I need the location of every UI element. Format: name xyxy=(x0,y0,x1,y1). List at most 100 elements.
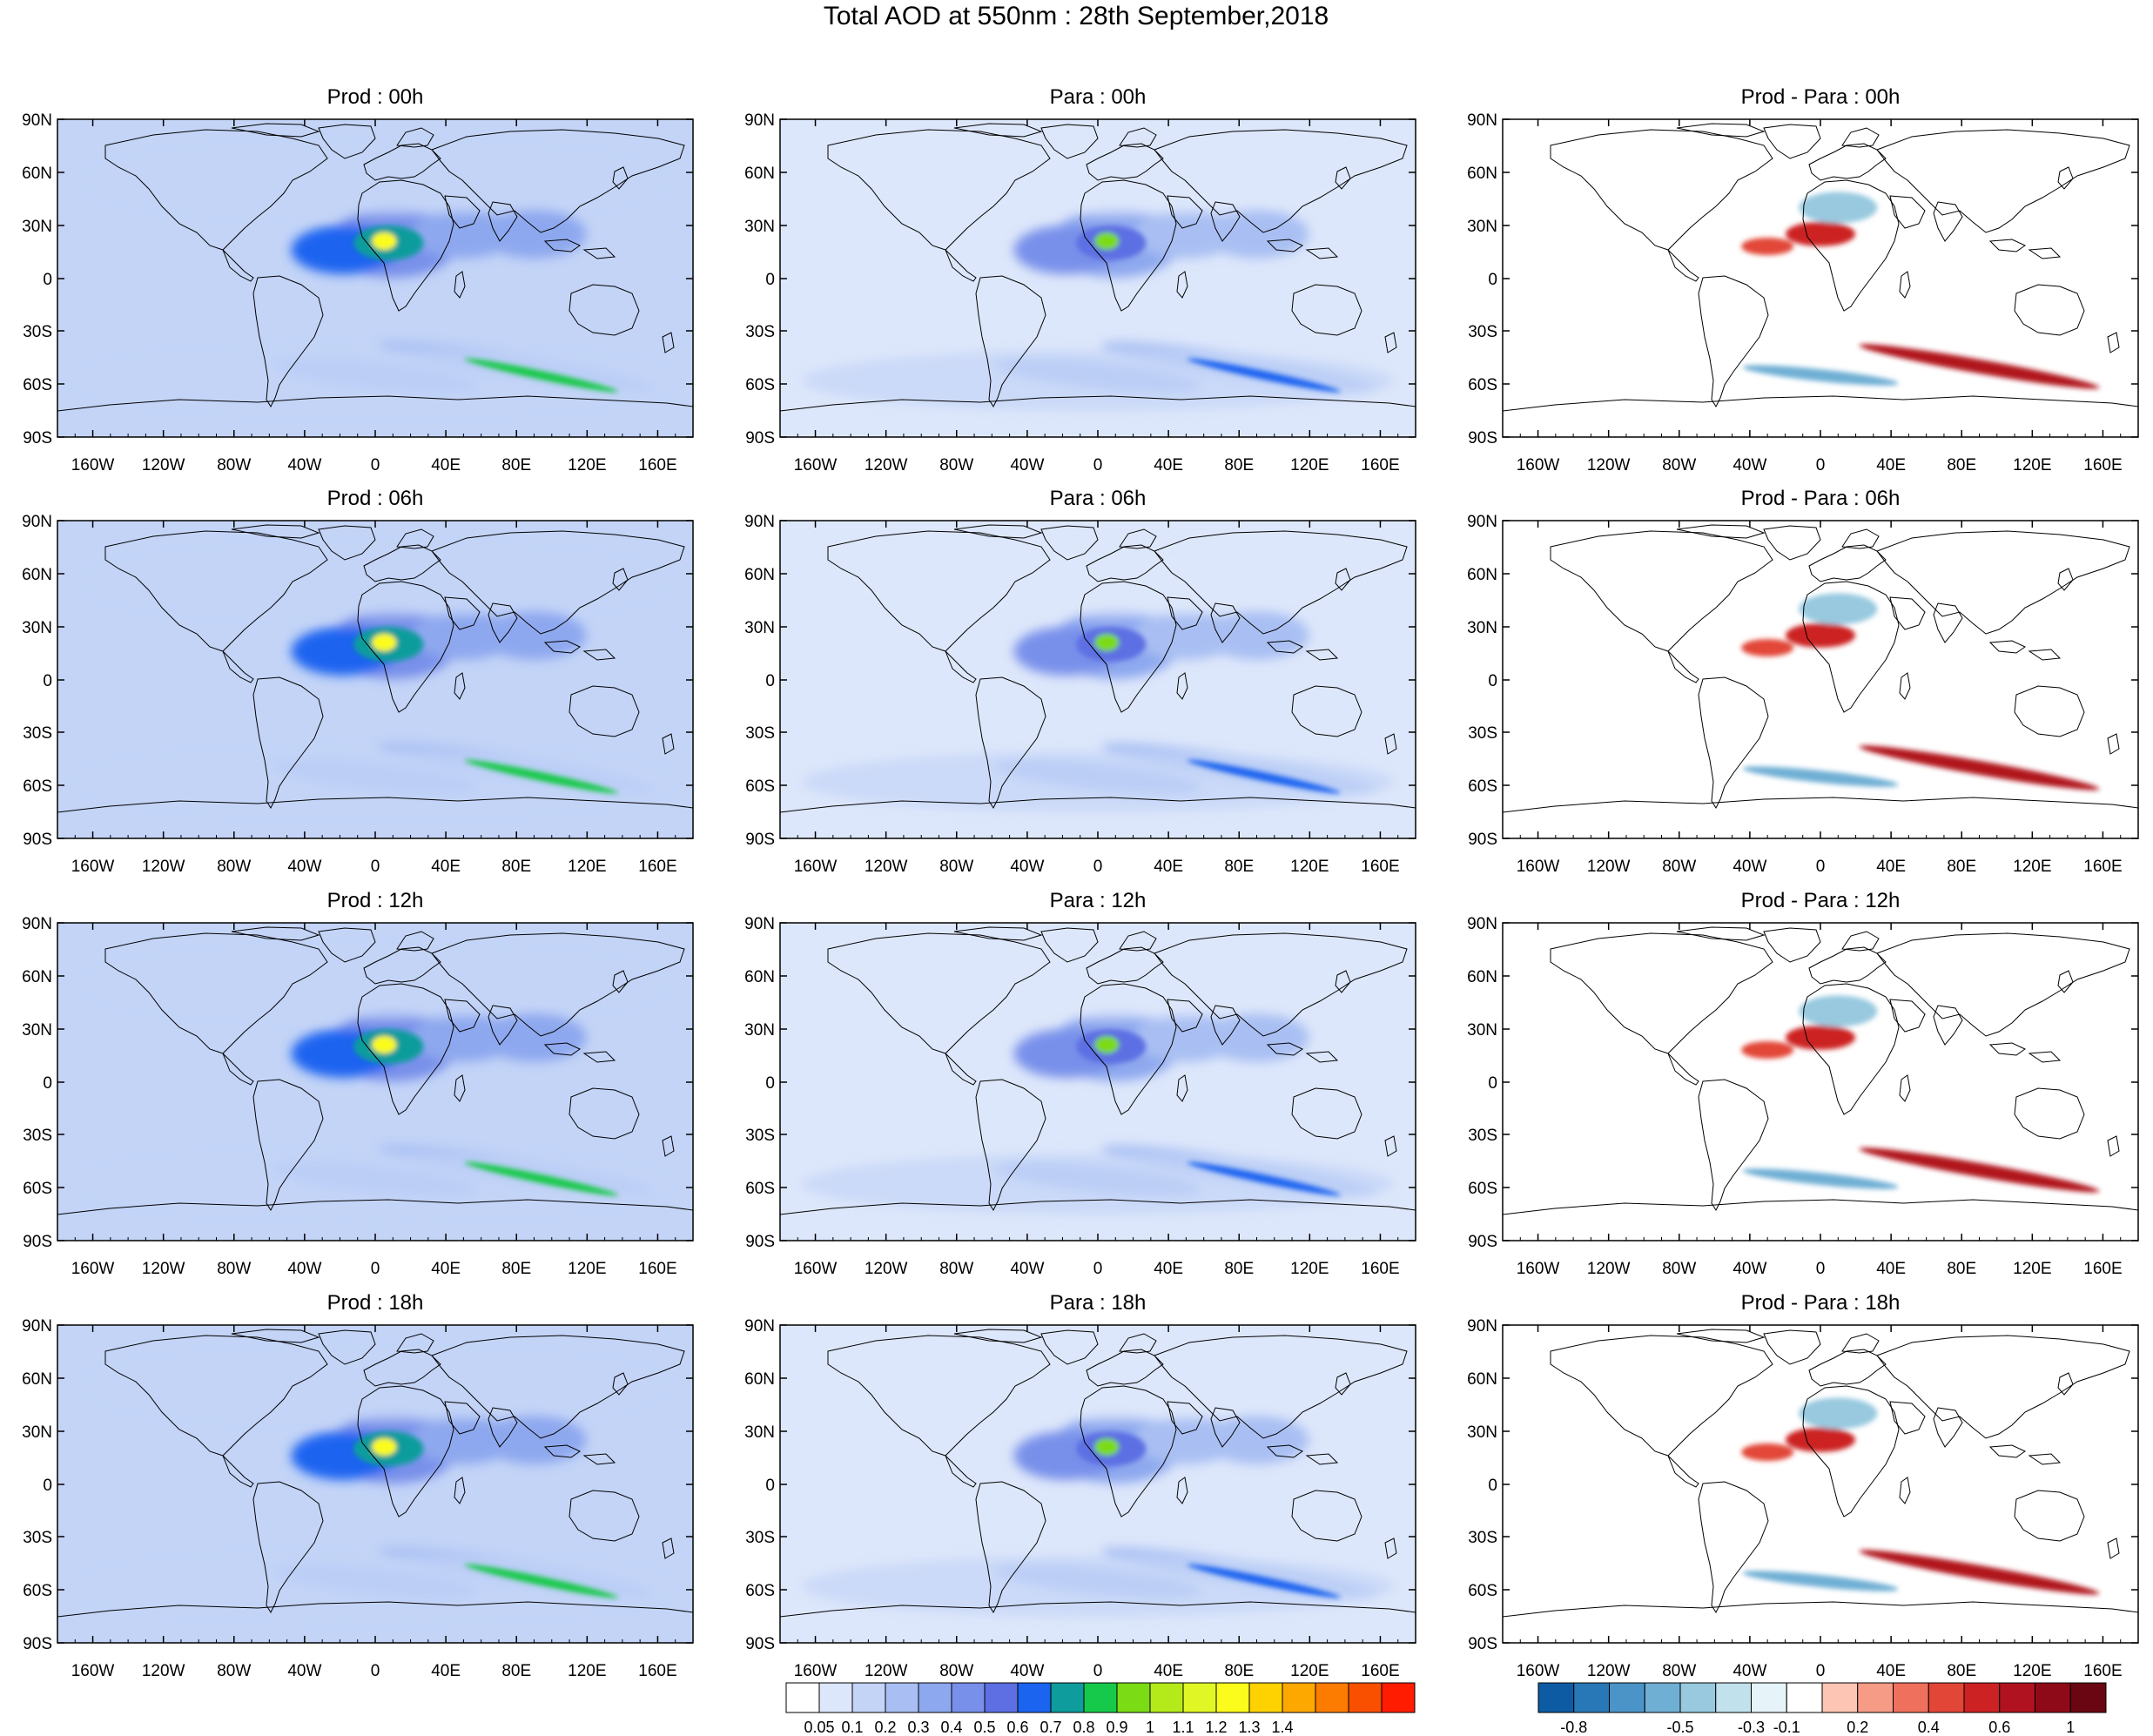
colorbar-label: 0.3 xyxy=(907,1719,929,1736)
lon-tick-label: 80E xyxy=(501,456,531,474)
lon-tick-label: 40E xyxy=(1876,1260,1906,1278)
lat-tick-label: 30N xyxy=(22,1423,52,1442)
colorbar-label: 0.2 xyxy=(1847,1719,1868,1736)
lat-tick-label: 30N xyxy=(1467,619,1497,637)
map-panel: Para : 06h 90N 60N 30N 0 30S 60S 90S 160W 120W 80W… xyxy=(744,487,1416,876)
lon-tick-label: 120E xyxy=(1290,1662,1329,1680)
lat-tick-label: 60N xyxy=(1467,1370,1497,1389)
colorbar-swatch xyxy=(1215,1682,1250,1713)
panel-title: Para : 06h xyxy=(1050,487,1147,510)
aod-field-blob xyxy=(1204,1415,1309,1464)
diff-field-blob xyxy=(1799,593,1878,625)
aod-field-blob xyxy=(1094,1035,1120,1053)
aod-field-blob xyxy=(1187,759,1341,794)
colorbar-swatch xyxy=(1149,1682,1184,1713)
lat-tick-label: 30N xyxy=(1467,1423,1497,1442)
lon-tick-label: 40E xyxy=(431,858,461,876)
lon-tick-label: 80W xyxy=(1662,1260,1696,1278)
colorbar-swatch xyxy=(1644,1682,1681,1713)
lat-tick-label: 30S xyxy=(1468,323,1497,341)
colorbar-swatch xyxy=(1821,1682,1859,1713)
aod-field-blob xyxy=(1094,1437,1120,1456)
colorbar-swatch xyxy=(1348,1682,1383,1713)
aod-field-blob xyxy=(372,633,397,651)
lon-tick-label: 80W xyxy=(217,456,251,474)
colorbar-swatch xyxy=(1928,1682,1965,1713)
lon-tick-label: 80E xyxy=(1947,1260,1976,1278)
colorbar-swatch xyxy=(1893,1682,1929,1713)
lat-tick-label: 30S xyxy=(1468,1127,1497,1145)
colorbar-swatch xyxy=(1537,1682,1575,1713)
lat-tick-label: 60S xyxy=(1468,1180,1497,1198)
lon-tick-label: 120W xyxy=(142,858,185,876)
diff-field-blob xyxy=(1859,1550,2100,1595)
lat-tick-label: 60N xyxy=(22,968,52,986)
aod-field-blob xyxy=(481,1415,587,1464)
diff-field-blob xyxy=(1786,1025,1855,1050)
lon-tick-label: 120E xyxy=(2013,1260,2051,1278)
lon-tick-label: 0 xyxy=(1093,1662,1103,1680)
panel-title: Prod : 00h xyxy=(327,85,424,109)
colorbar-swatch xyxy=(885,1682,919,1713)
colorbar-swatch xyxy=(918,1682,952,1713)
lon-tick-label: 120W xyxy=(1587,1662,1631,1680)
map-panel: Prod - Para : 18h 90N 60N 30N 0 30S 60S 90S 160W… xyxy=(1467,1291,2139,1680)
colorbar-swatch xyxy=(1050,1682,1085,1713)
lon-tick-label: 40E xyxy=(1154,858,1183,876)
panel-title: Prod : 06h xyxy=(327,487,424,510)
lat-tick-label: 0 xyxy=(1488,1074,1497,1093)
lat-tick-label: 0 xyxy=(765,672,775,690)
lon-tick-label: 80W xyxy=(1662,456,1696,474)
lat-tick-label: 30N xyxy=(22,619,52,637)
colorbar-swatch xyxy=(1573,1682,1610,1713)
lat-tick-label: 60N xyxy=(1467,968,1497,986)
map-field xyxy=(1503,119,2138,437)
lon-tick-label: 160E xyxy=(1361,1662,1399,1680)
colorbar-swatch xyxy=(1017,1682,1052,1713)
lat-tick-label: 60N xyxy=(744,968,775,986)
lon-tick-label: 160W xyxy=(1517,456,1560,474)
panel-title: Prod - Para : 06h xyxy=(1741,487,1901,510)
aod-field-blob xyxy=(802,350,1394,411)
lat-tick-label: 30S xyxy=(745,1529,775,1547)
lat-tick-label: 0 xyxy=(1488,271,1497,289)
aod-field-blob xyxy=(1204,1013,1309,1062)
lat-tick-label: 0 xyxy=(43,1074,52,1093)
lon-tick-label: 160E xyxy=(1361,456,1399,474)
lon-tick-label: 80E xyxy=(1947,1662,1976,1680)
lon-tick-label: 80W xyxy=(217,1260,251,1278)
lon-tick-label: 40E xyxy=(1876,858,1906,876)
lon-tick-label: 0 xyxy=(371,456,380,474)
colorbar-swatch xyxy=(1182,1682,1217,1713)
lon-tick-label: 120E xyxy=(1290,858,1329,876)
panel-title: Para : 18h xyxy=(1050,1291,1147,1315)
lat-tick-label: 60S xyxy=(745,777,775,796)
lon-tick-label: 80W xyxy=(939,456,973,474)
diff-field-blob xyxy=(1859,344,2100,389)
aod-field-blob xyxy=(79,350,671,411)
aod-colorbar: 0.05 0.1 0.2 0.3 0.4 0.5 0.6 0.7 0.8 0.9 1 1.1 1.2 1.… xyxy=(785,1682,1416,1736)
colorbar-label: 1.4 xyxy=(1271,1719,1293,1736)
panel-title: Prod : 18h xyxy=(327,1291,424,1315)
lon-tick-label: 40W xyxy=(1732,1260,1766,1278)
colorbar-label: 0.1 xyxy=(841,1719,863,1736)
lat-tick-label: 60N xyxy=(744,1370,775,1389)
lon-tick-label: 40E xyxy=(1876,456,1906,474)
map-field xyxy=(780,521,1416,838)
lon-tick-label: 160E xyxy=(638,456,676,474)
colorbar-swatch xyxy=(984,1682,1019,1713)
figure-title: Total AOD at 550nm : 28th September,2018 xyxy=(824,2,1329,30)
colorbar-label: 0.05 xyxy=(804,1719,834,1736)
lon-tick-label: 120W xyxy=(1587,456,1631,474)
map-panel: Prod : 00h 90N 60N 30N 0 30S 60S 90S 160W 120W 80W… xyxy=(22,85,694,474)
lon-tick-label: 40W xyxy=(1732,456,1766,474)
colorbar-swatch xyxy=(1381,1682,1416,1713)
diff-field-blob xyxy=(1786,221,1855,246)
panel-title: Prod : 12h xyxy=(327,889,424,912)
colorbar-swatch xyxy=(818,1682,853,1713)
lon-tick-label: 160W xyxy=(794,858,838,876)
lat-tick-label: 60N xyxy=(22,1370,52,1389)
lat-tick-label: 90S xyxy=(1468,1233,1497,1251)
lat-tick-label: 60S xyxy=(745,1582,775,1600)
lat-tick-label: 30S xyxy=(745,724,775,743)
